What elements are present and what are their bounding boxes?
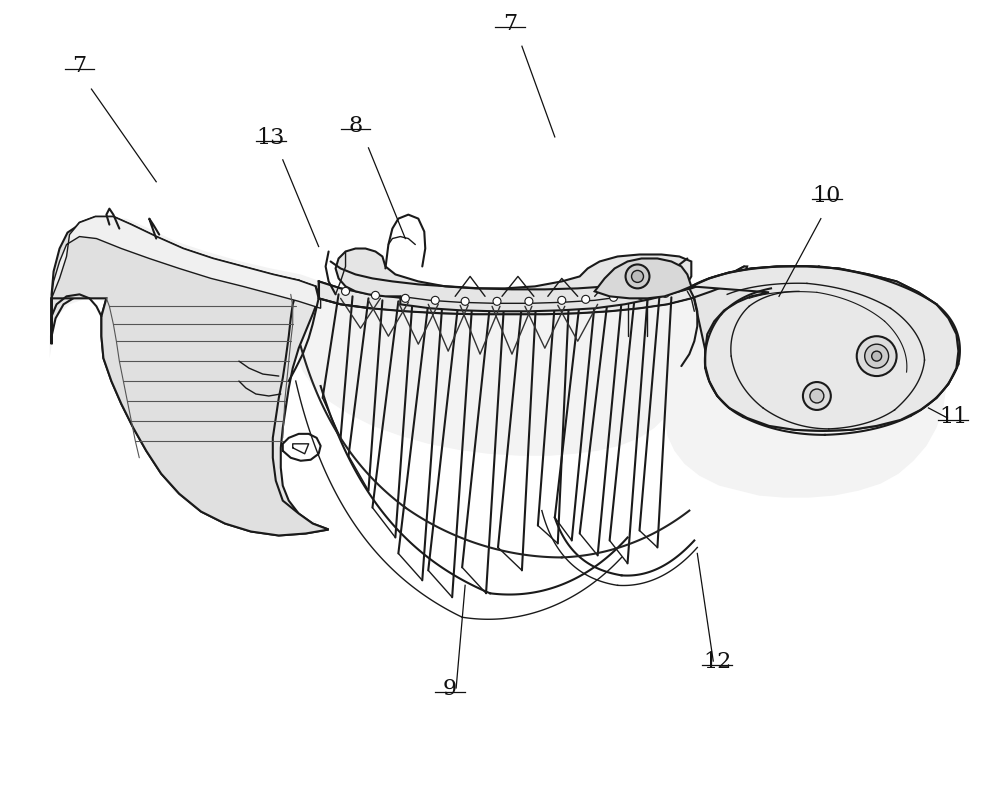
- Polygon shape: [595, 259, 691, 299]
- Polygon shape: [319, 266, 747, 314]
- Text: 8: 8: [348, 115, 363, 137]
- Circle shape: [582, 296, 590, 303]
- Polygon shape: [336, 248, 691, 311]
- Text: 10: 10: [813, 185, 841, 207]
- Circle shape: [610, 293, 618, 301]
- Text: 9: 9: [443, 678, 457, 700]
- Circle shape: [803, 382, 831, 410]
- Circle shape: [857, 336, 897, 376]
- Text: 11: 11: [939, 406, 968, 428]
- Text: 13: 13: [257, 127, 285, 149]
- Circle shape: [810, 389, 824, 403]
- Circle shape: [632, 270, 643, 282]
- Text: 7: 7: [503, 13, 517, 35]
- Polygon shape: [52, 225, 329, 535]
- Circle shape: [401, 294, 409, 303]
- Circle shape: [865, 344, 889, 368]
- Text: 12: 12: [703, 651, 731, 673]
- Polygon shape: [50, 219, 946, 531]
- Circle shape: [431, 296, 439, 304]
- Circle shape: [371, 292, 379, 299]
- Circle shape: [661, 289, 669, 297]
- Circle shape: [872, 351, 882, 361]
- Circle shape: [626, 264, 649, 288]
- Polygon shape: [52, 217, 329, 535]
- Circle shape: [493, 297, 501, 305]
- Polygon shape: [691, 266, 958, 431]
- Circle shape: [637, 292, 644, 299]
- Circle shape: [342, 288, 350, 296]
- Polygon shape: [691, 266, 958, 431]
- Circle shape: [461, 297, 469, 305]
- Polygon shape: [52, 217, 321, 308]
- Circle shape: [525, 297, 533, 305]
- Text: 7: 7: [72, 55, 87, 77]
- Circle shape: [558, 296, 566, 304]
